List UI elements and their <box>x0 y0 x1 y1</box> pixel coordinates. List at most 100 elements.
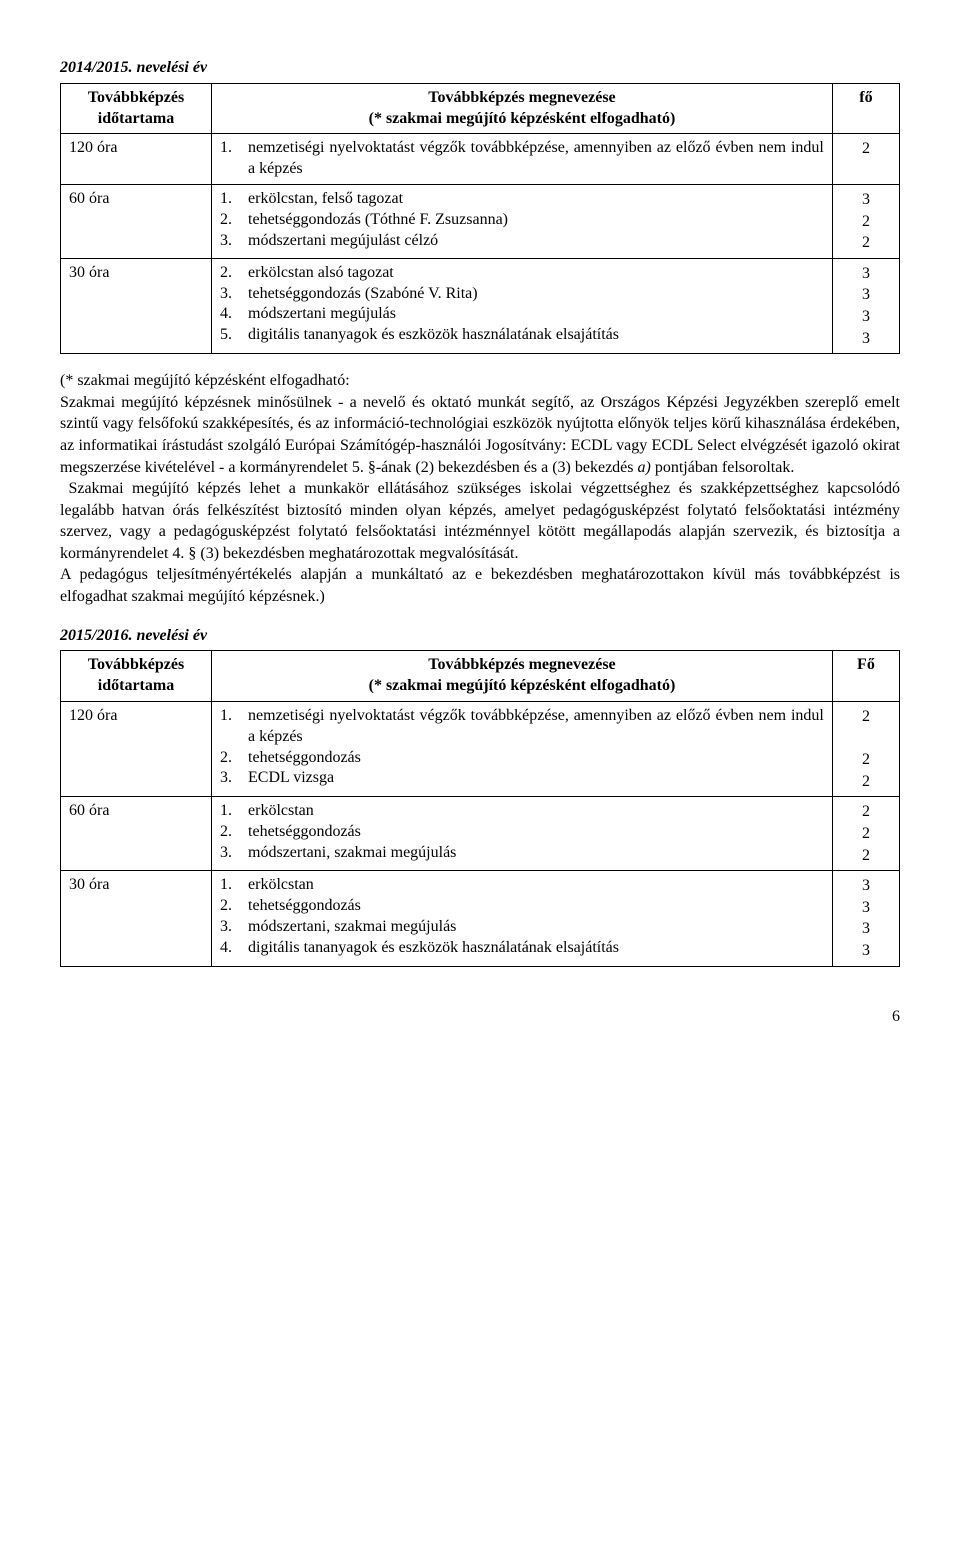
item-text: tehetséggondozás (Tóthné F. Zsuzsanna) <box>248 210 824 231</box>
table-row: 60 óra 1. erkölcstan 2. tehetséggondozás… <box>61 797 900 871</box>
header-desc-line2: (* szakmai megújító képzésként elfogadha… <box>369 110 676 127</box>
item-text: erkölcstan <box>248 875 824 896</box>
count-value <box>841 728 891 750</box>
header-desc-line2: (* szakmai megújító képzésként elfogadha… <box>369 677 676 694</box>
count-value: 3 <box>841 189 891 211</box>
item-num: 3. <box>220 284 248 305</box>
count-value: 3 <box>841 897 891 919</box>
count-value: 3 <box>841 284 891 306</box>
item-text: erkölcstan, felső tagozat <box>248 189 824 210</box>
header-count: fő <box>832 83 899 134</box>
item-text: tehetséggondozás <box>248 896 824 917</box>
table-row: 30 óra 1. erkölcstan 2. tehetséggondozás… <box>61 871 900 966</box>
item-text: módszertani, szakmai megújulás <box>248 917 824 938</box>
cell-duration: 30 óra <box>61 258 212 353</box>
cell-count: 2 <box>832 134 899 185</box>
explanatory-p1: (* szakmai megújító képzésként elfogadha… <box>60 370 900 392</box>
header-desc-line1: Továbbképzés megnevezése <box>428 89 615 106</box>
item-text: módszertani megújulást célzó <box>248 231 824 252</box>
item-text: nemzetiségi nyelvoktatást végzők továbbk… <box>248 706 824 748</box>
item-text: tehetséggondozás (Szabóné V. Rita) <box>248 284 824 305</box>
header-desc: Továbbképzés megnevezése (* szakmai megú… <box>212 83 833 134</box>
cell-desc: 1. erkölcstan 2. tehetséggondozás 3. mód… <box>212 871 833 966</box>
header-desc: Továbbképzés megnevezése (* szakmai megú… <box>212 651 833 702</box>
item-num: 2. <box>220 263 248 284</box>
count-value: 2 <box>841 211 891 233</box>
count-value: 2 <box>841 845 891 867</box>
item-num: 1. <box>220 189 248 210</box>
year2-heading: 2015/2016. nevelési év <box>60 626 900 647</box>
count-value: 3 <box>841 940 891 962</box>
count-value: 3 <box>841 306 891 328</box>
explanatory-p3: Szakmai megújító képzés lehet a munkakör… <box>60 478 900 564</box>
count-value: 2 <box>841 749 891 771</box>
count-value: 2 <box>841 232 891 254</box>
count-value: 2 <box>841 823 891 845</box>
cell-count: 3 3 3 3 <box>832 258 899 353</box>
item-text: tehetséggondozás <box>248 748 824 769</box>
header-desc-line1: Továbbképzés megnevezése <box>428 656 615 673</box>
cell-count: 2 2 2 <box>832 797 899 871</box>
cell-duration: 60 óra <box>61 797 212 871</box>
year1-table: Továbbképzés időtartama Továbbképzés meg… <box>60 83 900 354</box>
cell-duration: 30 óra <box>61 871 212 966</box>
cell-desc: 1. nemzetiségi nyelvoktatást végzők tová… <box>212 134 833 185</box>
table-row: 60 óra 1. erkölcstan, felső tagozat 2. t… <box>61 184 900 258</box>
item-text: erkölcstan alsó tagozat <box>248 263 824 284</box>
item-text: módszertani megújulás <box>248 304 824 325</box>
count-value: 3 <box>841 875 891 897</box>
cell-duration: 120 óra <box>61 702 212 797</box>
item-num: 4. <box>220 938 248 959</box>
table-header-row: Továbbképzés időtartama Továbbképzés meg… <box>61 651 900 702</box>
cell-count: 2 2 2 <box>832 702 899 797</box>
count-value: 3 <box>841 918 891 940</box>
item-text: digitális tananyagok és eszközök használ… <box>248 938 824 959</box>
year1-heading: 2014/2015. nevelési év <box>60 58 900 79</box>
table-row: 30 óra 2. erkölcstan alsó tagozat 3. teh… <box>61 258 900 353</box>
explanatory-p3-text: Szakmai megújító képzés lehet a munkakör… <box>60 480 900 562</box>
item-num: 4. <box>220 304 248 325</box>
item-text: digitális tananyagok és eszközök használ… <box>248 325 824 346</box>
year2-table: Továbbképzés időtartama Továbbképzés meg… <box>60 650 900 966</box>
count-value: 3 <box>841 263 891 285</box>
explanatory-p4: A pedagógus teljesítményértékelés alapjá… <box>60 564 900 607</box>
count-value: 2 <box>841 138 891 160</box>
item-num: 2. <box>220 748 248 769</box>
cell-count: 3 2 2 <box>832 184 899 258</box>
count-value: 2 <box>841 801 891 823</box>
item-text: tehetséggondozás <box>248 822 824 843</box>
cell-duration: 120 óra <box>61 134 212 185</box>
item-num: 2. <box>220 210 248 231</box>
cell-count: 3 3 3 3 <box>832 871 899 966</box>
header-duration: Továbbképzés időtartama <box>61 651 212 702</box>
item-num: 5. <box>220 325 248 346</box>
item-num: 3. <box>220 843 248 864</box>
count-value: 3 <box>841 328 891 350</box>
item-num: 1. <box>220 875 248 896</box>
item-num: 1. <box>220 801 248 822</box>
item-num: 2. <box>220 896 248 917</box>
item-num: 3. <box>220 231 248 252</box>
cell-desc: 2. erkölcstan alsó tagozat 3. tehetséggo… <box>212 258 833 353</box>
cell-desc: 1. erkölcstan, felső tagozat 2. tehetség… <box>212 184 833 258</box>
table-row: 120 óra 1. nemzetiségi nyelvoktatást vég… <box>61 134 900 185</box>
italic-segment: a) <box>638 459 651 476</box>
item-num: 1. <box>220 138 248 180</box>
item-text: ECDL vizsga <box>248 768 824 789</box>
table-row: 120 óra 1. nemzetiségi nyelvoktatást vég… <box>61 702 900 797</box>
header-count: Fő <box>832 651 899 702</box>
header-duration: Továbbképzés időtartama <box>61 83 212 134</box>
cell-desc: 1. nemzetiségi nyelvoktatást végzők tová… <box>212 702 833 797</box>
item-num: 1. <box>220 706 248 748</box>
item-text: nemzetiségi nyelvoktatást végzők továbbk… <box>248 138 824 180</box>
table-header-row: Továbbképzés időtartama Továbbképzés meg… <box>61 83 900 134</box>
item-num: 3. <box>220 917 248 938</box>
cell-desc: 1. erkölcstan 2. tehetséggondozás 3. mód… <box>212 797 833 871</box>
item-num: 3. <box>220 768 248 789</box>
cell-duration: 60 óra <box>61 184 212 258</box>
count-value: 2 <box>841 706 891 728</box>
item-text: módszertani, szakmai megújulás <box>248 843 824 864</box>
page-number: 6 <box>60 1007 900 1028</box>
explanatory-p2: Szakmai megújító képzésnek minősülnek - … <box>60 392 900 478</box>
item-text: erkölcstan <box>248 801 824 822</box>
